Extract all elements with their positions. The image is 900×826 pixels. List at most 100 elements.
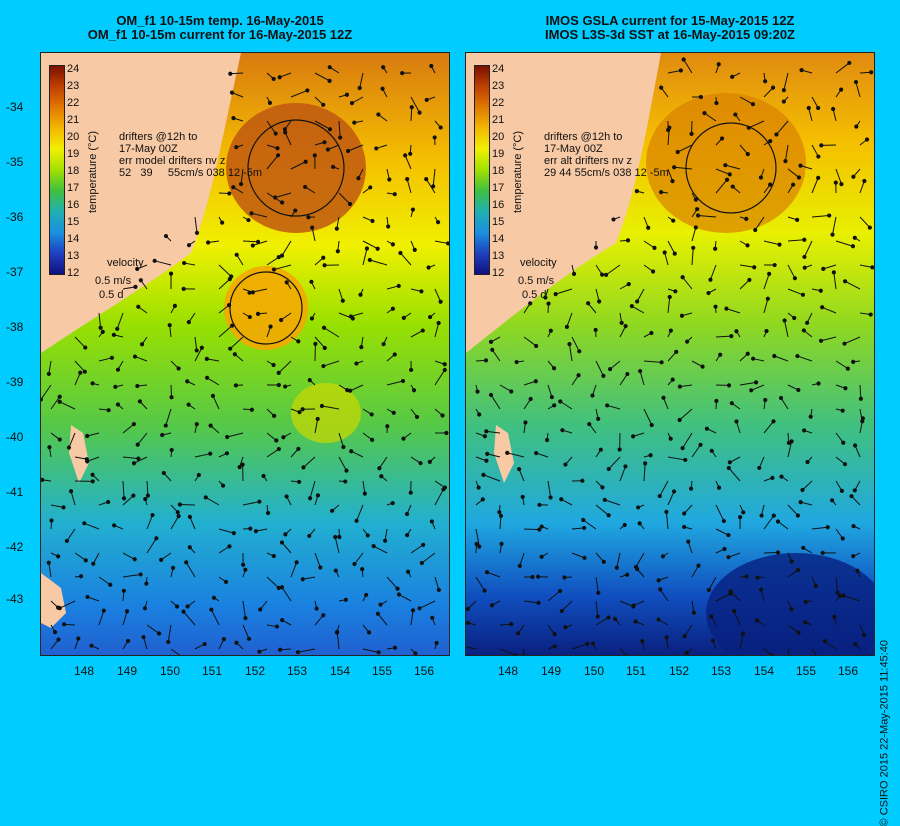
arrow-head (679, 69, 682, 72)
left-drifter-text: drifters @12h to 17-May 00Z err model dr… (119, 131, 262, 179)
arrow-head (112, 333, 115, 336)
arrow-head (549, 329, 552, 332)
arrow-head (355, 362, 358, 365)
arrow-head (273, 414, 276, 417)
cb-tick: 19 (67, 148, 79, 160)
arrow-head (439, 300, 442, 303)
arrow-head (411, 208, 414, 211)
arrow-head (62, 506, 65, 509)
arrow-head (420, 290, 423, 293)
arrow-head (754, 381, 757, 384)
arrow-head (733, 609, 736, 612)
arrow-head (297, 340, 300, 343)
arrow-head (114, 385, 117, 388)
arrow-head (510, 623, 513, 626)
arrow-head (510, 390, 513, 393)
right-colorbar (474, 65, 490, 275)
arrow-head (684, 458, 687, 461)
arrow-head (294, 209, 297, 212)
arrow-head (298, 411, 301, 414)
arrow-head (790, 608, 793, 611)
arrow-head (137, 457, 140, 460)
lon-tick: 152 (669, 664, 689, 678)
arrow-head (84, 559, 87, 562)
arrow-head (205, 357, 208, 360)
arrow-head (868, 226, 871, 229)
arrow-head (720, 137, 723, 140)
arrow-head (515, 360, 518, 363)
arrow-head (770, 654, 773, 655)
arrow-head (769, 183, 772, 186)
arrow-head (379, 603, 382, 606)
arrow-head (606, 404, 609, 407)
arrow-head (209, 424, 212, 427)
arrow-head (564, 626, 567, 629)
arrow-head (164, 234, 167, 237)
arrow-head (663, 251, 666, 254)
arrow-head (717, 63, 720, 66)
lat-tick: -34 (6, 100, 23, 114)
arrow-head (170, 448, 173, 451)
arrow-head (843, 280, 846, 283)
arrow-head (353, 121, 356, 124)
arrow-head (422, 543, 425, 546)
arrow-head (672, 219, 675, 222)
arrow-head (247, 218, 250, 221)
arrow-head (603, 498, 606, 501)
arrow-head (820, 144, 823, 147)
arrow-head (687, 540, 690, 543)
arrow-head (134, 285, 137, 288)
arrow-head (401, 71, 404, 74)
arrow-head (552, 367, 555, 370)
arrow-head (90, 644, 93, 647)
arrow-head (91, 473, 94, 476)
arrow-head (430, 520, 433, 523)
arrow-head (649, 454, 652, 457)
left-velocity-label: velocity (107, 257, 144, 269)
arrow-head (226, 435, 229, 438)
arrow-head (276, 154, 279, 157)
arrow-head (57, 638, 60, 641)
arrow-head (728, 461, 731, 464)
arrow-head (228, 192, 231, 195)
arrow-head (274, 196, 277, 199)
arrow-head (607, 514, 610, 517)
arrow-head (177, 367, 180, 370)
arrow-head (277, 371, 280, 374)
arrow-head (711, 639, 714, 642)
arrow-head (802, 546, 805, 549)
arrow-head (151, 513, 154, 516)
arrow-head (92, 562, 95, 565)
arrow-head (485, 459, 488, 462)
arrow-head (402, 316, 405, 319)
arrow-head (272, 363, 275, 366)
arrow-head (728, 173, 731, 176)
arrow-head (404, 154, 407, 157)
arrow-head (418, 111, 421, 114)
arrow-head (851, 245, 854, 248)
arrow-head (853, 444, 856, 447)
arrow-head (310, 280, 313, 283)
arrow-head (229, 347, 232, 350)
cb-tick: 23 (492, 80, 504, 92)
arrow-head (478, 413, 481, 416)
arrow-head (568, 343, 571, 346)
arrow-head (254, 530, 257, 533)
arrow-head (678, 418, 681, 421)
arrow-head (91, 382, 94, 385)
arrow-head (759, 588, 762, 591)
arrow-head (168, 324, 171, 327)
arrow-head (323, 141, 326, 144)
right-velocity-label: velocity (520, 257, 557, 269)
arrow-head (443, 368, 446, 371)
arrow-head (195, 231, 198, 234)
arrow-head (322, 103, 325, 106)
arrow-head (272, 268, 275, 271)
arrow-head (375, 147, 378, 150)
arrow-head (826, 526, 829, 529)
arrow-head (602, 374, 605, 377)
arrow-head (406, 570, 409, 573)
arrow-head (861, 417, 864, 420)
arrow-head (86, 434, 89, 437)
arrow-head (710, 449, 713, 452)
